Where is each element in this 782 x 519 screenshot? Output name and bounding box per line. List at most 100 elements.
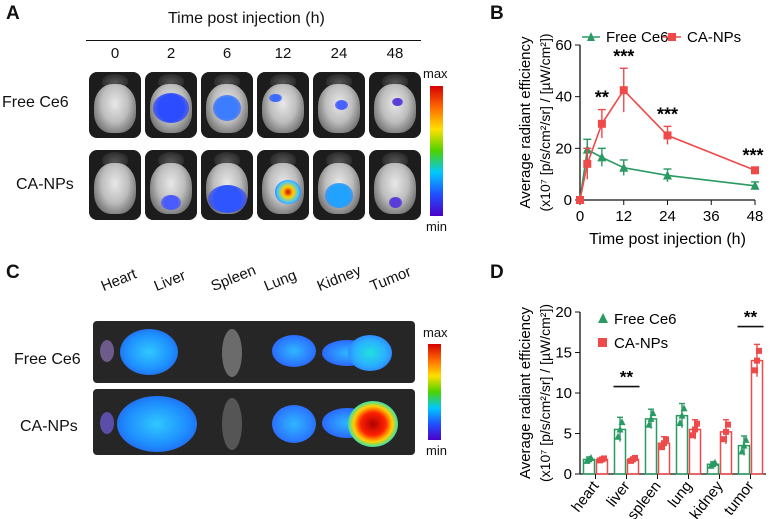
- data-point: [711, 458, 719, 466]
- fluorescence-signal: [335, 100, 349, 110]
- data-point: [723, 428, 729, 435]
- data-point-0: [750, 180, 760, 190]
- panel-a-scale-min: min: [426, 219, 447, 234]
- data-point: [754, 357, 760, 364]
- panel-a-row-ca-nps: CA-NPs: [16, 176, 74, 193]
- organ-image-free-ce6-spleen: [222, 329, 242, 377]
- data-point: [740, 441, 748, 449]
- y-axis-label-line1: Average radiant efficiency: [517, 306, 534, 479]
- y-axis-label-line2: (x10⁷ [p/s/cm²/sr] / [µW/cm²]): [537, 33, 553, 211]
- significance-annotation: **: [595, 88, 609, 108]
- data-point-0: [619, 162, 629, 172]
- organ-image-free-ce6-liver: [120, 329, 178, 375]
- legend-marker-1: [668, 33, 676, 41]
- time-label-12: 12: [274, 45, 292, 62]
- legend-marker-1: [598, 338, 607, 347]
- data-point: [738, 447, 746, 455]
- panel-a-label: A: [6, 3, 20, 24]
- y-axis-label-group: Average radiant efficiency (x10⁷ [p/s/cm²…: [517, 33, 553, 211]
- panel-d-label: D: [490, 262, 504, 283]
- data-point-1: [751, 166, 759, 175]
- y-axis-label-line2: (x10⁷ [p/s/cm²/sr] / [µW/cm²]): [537, 304, 553, 482]
- panel-c-row-ca-nps: CA-NPs: [20, 418, 78, 435]
- data-point: [690, 432, 696, 439]
- mouse-image-free-ce6-2: [145, 72, 197, 138]
- data-point: [661, 440, 667, 447]
- data-point-1: [576, 196, 584, 204]
- organ-label-kidney: Kidney: [314, 262, 364, 295]
- x-tick-label: 0: [576, 208, 584, 225]
- x-tick-label: spleen: [624, 478, 665, 519]
- significance-annotation: **: [620, 368, 634, 387]
- y-tick-label: 15: [555, 345, 572, 362]
- organ-image-ca-nps-tumor: [348, 401, 398, 447]
- panel-a-scale-max: max: [423, 66, 448, 81]
- panel-c-scale-min: min: [426, 443, 447, 458]
- data-point: [692, 426, 698, 433]
- panel-a-header: Time post injection (h): [168, 10, 325, 27]
- mouse-image-free-ce6-6: [201, 72, 253, 138]
- y-tick-label: 60: [555, 37, 572, 54]
- data-point-0: [597, 152, 607, 162]
- panel-a-row-free-ce6: Free Ce6: [2, 94, 69, 111]
- series-line-0: [579, 148, 756, 201]
- data-point: [676, 418, 684, 426]
- y-tick-label: 5: [564, 426, 572, 443]
- organ-label-lung: Lung: [261, 266, 299, 295]
- mouse-image-free-ce6-0: [89, 72, 141, 138]
- significance-annotation: **: [744, 308, 758, 327]
- legend-label-1: CA-NPs: [614, 335, 668, 352]
- panel-a-colorbar: [430, 86, 443, 216]
- data-point-1: [619, 86, 628, 95]
- mouse-body: [94, 83, 136, 133]
- data-point-0: [663, 170, 672, 180]
- time-label-6: 6: [222, 45, 232, 62]
- data-point-1: [597, 119, 606, 128]
- legend-marker-0: [587, 32, 595, 41]
- x-tick-label: tumor: [721, 478, 758, 519]
- significance-annotation: ***: [742, 146, 763, 166]
- x-tick-label: 24: [659, 208, 676, 225]
- data-point: [645, 420, 653, 428]
- organ-label-spleen: Spleen: [208, 261, 259, 295]
- x-tick-label: 12: [615, 208, 632, 225]
- data-point: [659, 444, 665, 451]
- y-tick-label: 0: [564, 466, 572, 483]
- organ-label-liver: Liver: [151, 267, 189, 295]
- fluorescence-signal: [268, 94, 282, 103]
- y-axis-label-group: Average radiant efficiency (x10⁷ [p/s/cm²…: [517, 304, 553, 482]
- data-point: [680, 404, 688, 412]
- data-point: [663, 436, 669, 443]
- y-tick-label: 20: [555, 304, 572, 321]
- time-label-48: 48: [386, 45, 404, 62]
- legend-label-0: Free Ce6: [614, 311, 677, 328]
- mouse-image-ca-nps-12: [257, 150, 309, 220]
- mouse-body: [262, 83, 304, 133]
- series-line-1: [579, 88, 756, 201]
- bar-tumor-1: [750, 359, 764, 475]
- mouse-image-free-ce6-48: [369, 72, 421, 138]
- data-point: [694, 420, 700, 427]
- x-tick-label: 48: [747, 208, 764, 225]
- data-point-1: [583, 159, 592, 168]
- organ-label-tumor: Tumor: [367, 263, 414, 295]
- mouse-image-ca-nps-48: [369, 150, 421, 220]
- fluorescence-signal: [207, 185, 247, 213]
- data-point: [632, 454, 638, 461]
- x-tick-label: 36: [703, 208, 720, 225]
- fluorescence-signal: [324, 183, 354, 208]
- panel-c-row-free-ce6: Free Ce6: [14, 351, 81, 368]
- time-label-2: 2: [166, 45, 176, 62]
- fluorescence-signal: [152, 93, 190, 124]
- mouse-image-ca-nps-2: [145, 150, 197, 220]
- organ-image-ca-nps-liver: [117, 396, 197, 452]
- organ-image-free-ce6-tumor: [348, 335, 392, 371]
- y-tick-label: 20: [555, 140, 572, 157]
- data-point: [647, 414, 655, 422]
- data-point: [721, 436, 727, 443]
- organ-label-heart: Heart: [98, 265, 140, 295]
- mouse-image-ca-nps-0: [89, 150, 141, 220]
- fluorescence-signal: [275, 179, 302, 205]
- significance-annotation: ***: [657, 104, 678, 124]
- data-point: [614, 432, 622, 440]
